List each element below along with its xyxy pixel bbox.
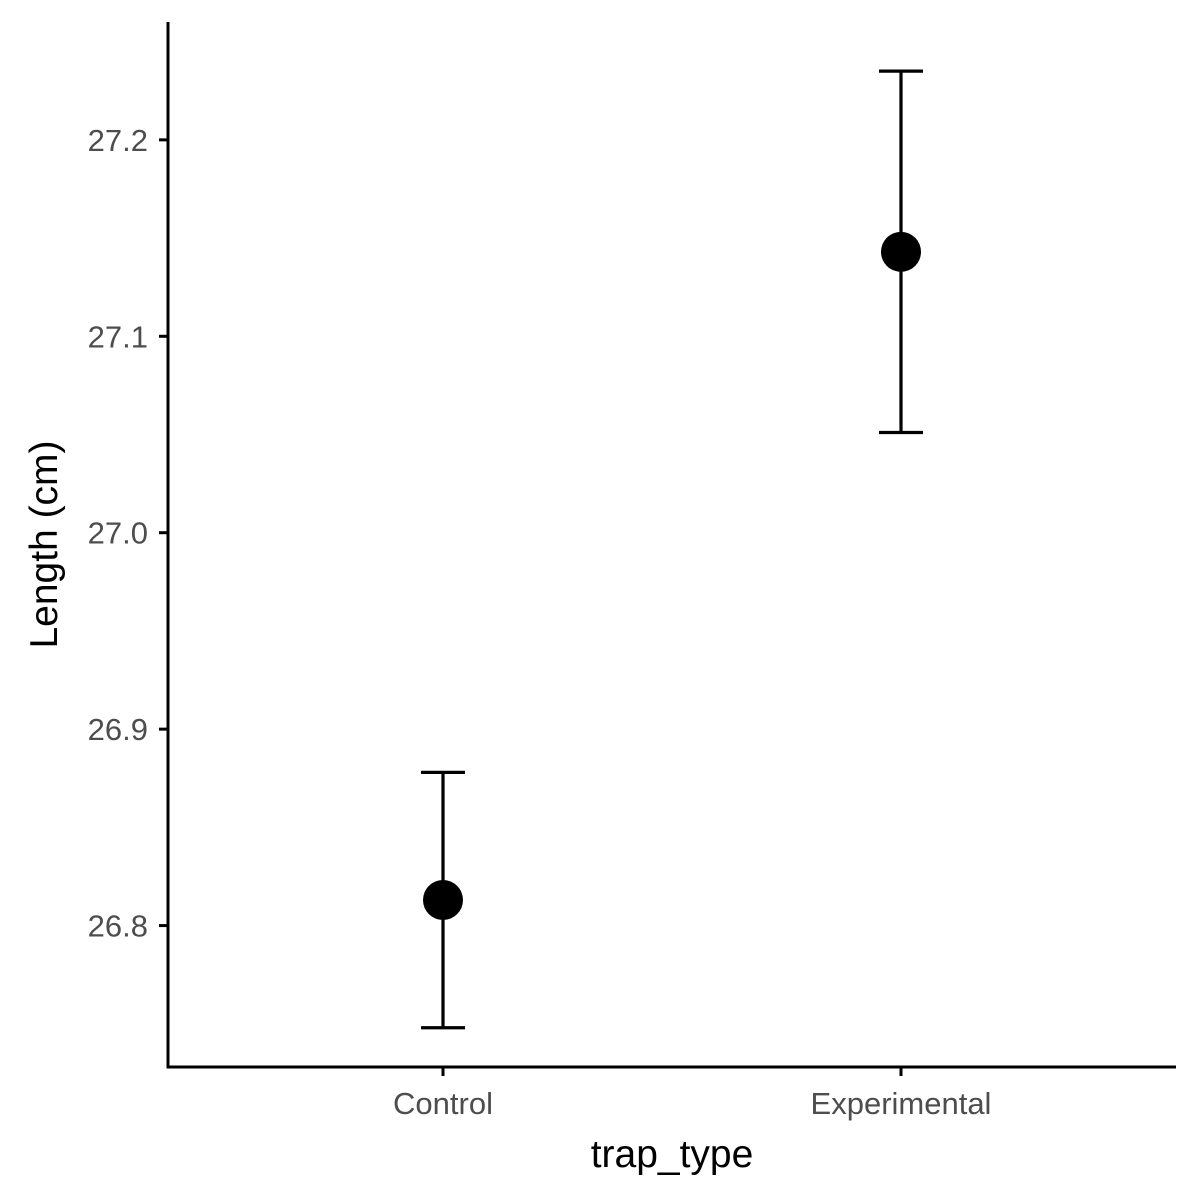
y-tick-label: 27.1 bbox=[88, 319, 148, 354]
y-axis-title: Length (cm) bbox=[23, 440, 66, 648]
y-tick-label: 26.8 bbox=[88, 909, 148, 944]
y-tick-label: 27.0 bbox=[88, 516, 148, 551]
plot-marks bbox=[421, 69, 923, 1030]
x-tick-label: Experimental bbox=[811, 1086, 992, 1121]
y-axis-ticks: 26.8 26.9 27.0 27.1 27.2 bbox=[88, 123, 168, 944]
x-axis-title: trap_type bbox=[591, 1133, 754, 1176]
x-tick-label: Control bbox=[393, 1086, 493, 1121]
x-axis-ticks: Control Experimental bbox=[393, 1067, 991, 1121]
mean-point-experimental bbox=[881, 231, 921, 272]
mean-point-control bbox=[423, 880, 463, 921]
y-tick-label: 27.2 bbox=[88, 123, 148, 158]
y-tick-label: 26.9 bbox=[88, 712, 148, 747]
